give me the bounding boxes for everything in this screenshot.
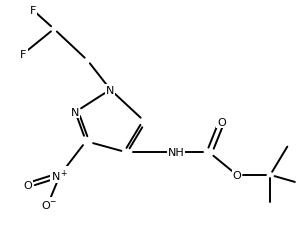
Text: F: F	[21, 49, 27, 59]
Text: O: O	[24, 180, 32, 190]
Text: N: N	[71, 108, 80, 117]
Text: O: O	[232, 170, 241, 180]
Text: O$^{-}$: O$^{-}$	[41, 198, 58, 210]
Text: N$^+$: N$^+$	[51, 167, 69, 183]
Text: NH: NH	[167, 148, 184, 158]
Text: O: O	[217, 118, 226, 128]
Text: F: F	[29, 6, 36, 16]
Text: N: N	[106, 85, 114, 95]
